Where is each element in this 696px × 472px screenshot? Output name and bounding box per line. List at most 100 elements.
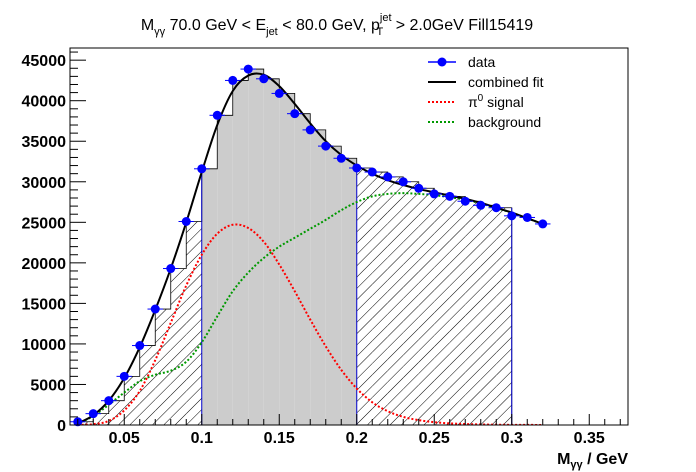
data-point: [256, 74, 272, 84]
y-tick-label: 45000: [22, 53, 67, 70]
data-point: [426, 189, 442, 199]
x-axis-title: Mγγ / GeV: [557, 451, 628, 471]
data-point-marker: [197, 164, 207, 174]
data-point: [380, 172, 396, 182]
histogram-bin: [387, 176, 404, 425]
title-m: M: [141, 17, 154, 34]
data-point-marker: [445, 191, 455, 201]
histogram-bin: [341, 158, 357, 425]
title-a: 70.0 GeV < E: [165, 17, 266, 34]
histogram-bin: [418, 188, 435, 425]
data-point: [240, 64, 256, 74]
histogram-bin: [372, 172, 388, 425]
data-point: [287, 109, 303, 119]
data-point: [519, 212, 535, 222]
title-b: < 80.0 GeV, p: [278, 17, 380, 34]
x-tick-label: 0.25: [419, 430, 450, 447]
histogram-bin: [449, 196, 466, 425]
svg-text:Mγγ 70.0 GeV < Ejet < 80.0 GeV: Mγγ 70.0 GeV < Ejet < 80.0 GeV, pjet T > …: [141, 12, 533, 38]
data-point: [333, 153, 349, 163]
data-point-marker: [507, 211, 517, 221]
data-point-marker: [305, 125, 315, 135]
data-point-marker: [212, 110, 222, 120]
y-axis: 0 5000 10000 15000 20000 25000 30000 35000 40000…: [22, 51, 86, 435]
signal-fit-line: [77, 223, 543, 425]
histogram-bin: [465, 201, 481, 425]
histogram-bin: [279, 93, 295, 425]
y-tick-label: 30000: [22, 175, 67, 192]
x-tick-label: 0.3: [501, 430, 523, 447]
data-point-marker: [398, 177, 408, 187]
y-tick-label: 40000: [22, 94, 67, 111]
histogram-bin: [124, 376, 140, 425]
data-point-marker: [166, 264, 176, 274]
y-tick-label: 15000: [22, 296, 67, 313]
y-tick-label: 5000: [30, 377, 66, 394]
data-point: [442, 191, 458, 201]
data-point-marker: [228, 75, 238, 85]
data-point: [364, 167, 380, 177]
data-point-marker: [476, 200, 486, 210]
data-point: [318, 141, 334, 151]
histogram-bin: [263, 78, 280, 425]
data-point-marker: [88, 409, 98, 419]
data-point: [147, 304, 163, 314]
data-point-marker: [491, 203, 501, 213]
legend-item-data: data: [428, 54, 495, 70]
data-point-marker: [321, 141, 331, 151]
legend-item-background: background: [428, 114, 541, 130]
histogram-bin: [217, 115, 233, 425]
data-point-marker: [429, 189, 439, 199]
title-c: > 2.0GeV Fill15419: [391, 17, 533, 34]
data-point: [116, 371, 132, 381]
legend: data combined fit π0 signal background: [428, 54, 544, 130]
data-point-marker: [119, 371, 129, 381]
data-points: [70, 64, 551, 427]
data-point: [349, 163, 365, 173]
histogram-bin: [139, 345, 156, 425]
x-tick-label: 0.15: [264, 430, 295, 447]
data-point-marker: [135, 341, 145, 351]
histogram-bin: [108, 400, 125, 425]
histogram-bin: [155, 309, 171, 425]
y-tick-label: 35000: [22, 134, 67, 151]
legend-label-background: background: [468, 114, 541, 130]
title-e-sub: jet: [265, 26, 278, 38]
y-tick-label: 10000: [22, 337, 67, 354]
data-point-marker: [352, 163, 362, 173]
data-point: [163, 264, 179, 274]
histogram-bin: [310, 129, 326, 425]
y-tick-label: 25000: [22, 215, 67, 232]
data-point-marker: [243, 64, 253, 74]
histogram-bin: [496, 207, 512, 425]
data-point: [395, 177, 411, 187]
data-point: [132, 341, 148, 351]
histogram-bin: [434, 193, 450, 425]
data-point-marker: [181, 217, 191, 227]
chart-title: Mγγ 70.0 GeV < Ejet < 80.0 GeV, pjet T > …: [141, 12, 533, 38]
x-axis: 0.05 0.1 0.15 0.2 0.25 0.3 0.35: [77, 414, 621, 447]
data-point-marker: [460, 196, 470, 206]
histogram-bin: [248, 69, 264, 425]
histogram-bin: [325, 146, 342, 425]
data-point-marker: [522, 212, 532, 222]
legend-label-signal: π0 signal: [468, 93, 524, 110]
data-point-marker: [538, 219, 548, 229]
legend-item-combined: combined fit: [428, 74, 544, 90]
y-tick-label: 0: [57, 418, 66, 435]
data-point-marker: [367, 167, 377, 177]
histogram-bin: [294, 113, 311, 425]
data-point-marker: [150, 304, 160, 314]
data-point-marker: [414, 183, 424, 193]
data-point: [411, 183, 427, 193]
legend-data-marker: [437, 57, 447, 67]
data-point: [473, 200, 489, 210]
histogram-bins: [77, 68, 513, 425]
data-point: [101, 396, 117, 406]
x-tick-label: 0.35: [574, 430, 605, 447]
title-p-sup: jet: [379, 12, 392, 24]
data-point-marker: [274, 88, 284, 98]
data-point: [535, 219, 551, 229]
x-tick-label: 0.2: [346, 430, 368, 447]
data-point-marker: [290, 109, 300, 119]
